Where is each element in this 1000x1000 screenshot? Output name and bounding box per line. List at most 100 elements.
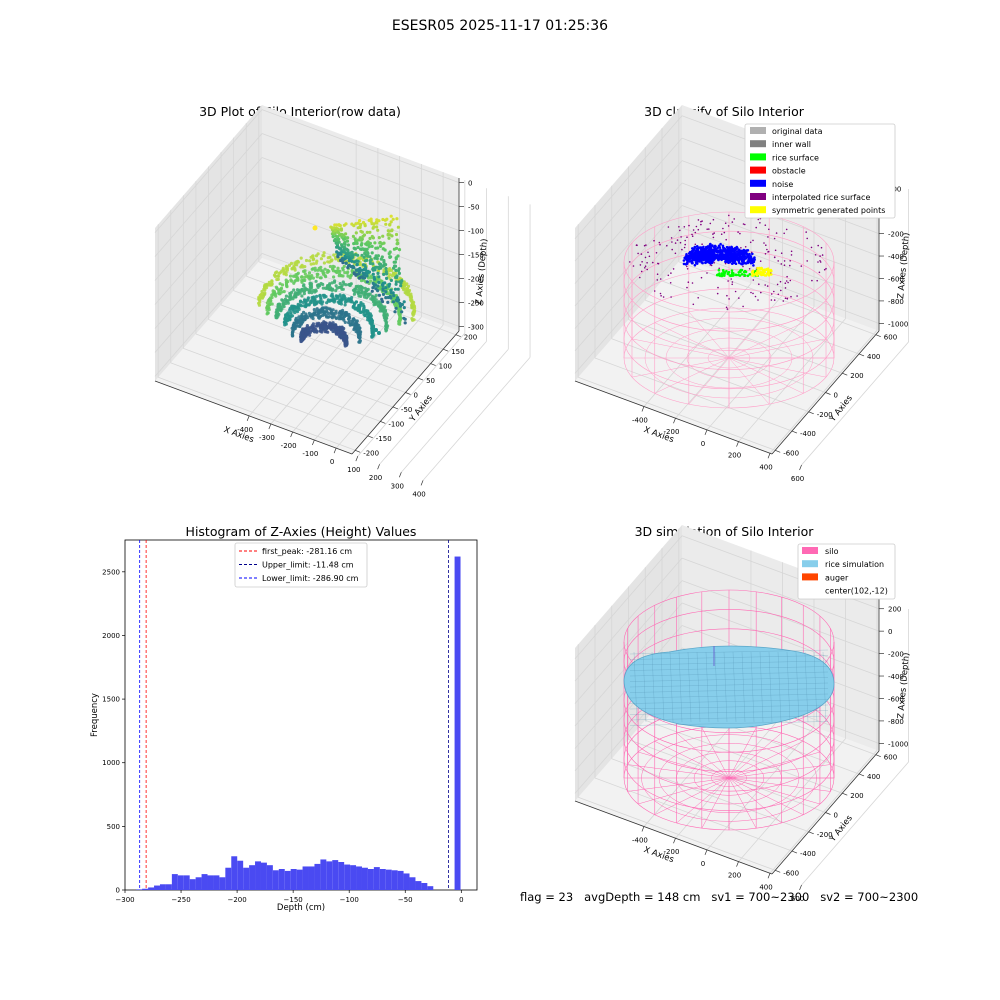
histogram-bar <box>379 869 386 890</box>
data-point <box>335 241 340 245</box>
data-point <box>365 230 369 234</box>
x-tick-label: 200 <box>728 452 741 460</box>
y-tick-label: -200 <box>817 831 833 839</box>
interpolated-point <box>679 229 681 232</box>
interpolated-point <box>789 260 791 262</box>
data-point <box>323 274 327 278</box>
interpolated-point <box>774 249 777 252</box>
histogram-bar <box>237 860 244 890</box>
interpolated-point <box>645 244 647 246</box>
data-point <box>263 292 267 296</box>
data-point <box>396 225 400 229</box>
noise-point <box>746 254 750 258</box>
grid-line <box>154 133 263 257</box>
data-point <box>385 272 389 276</box>
data-point <box>342 223 346 227</box>
interpolated-point <box>694 231 697 234</box>
data-point <box>394 282 398 286</box>
data-point <box>358 236 362 240</box>
z-tick-label: -50 <box>468 204 479 212</box>
x-tick-label: −150 <box>284 896 303 904</box>
data-point <box>311 276 315 280</box>
data-point <box>382 312 386 316</box>
data-point <box>337 311 341 315</box>
data-point <box>377 219 381 223</box>
data-point <box>381 234 385 238</box>
data-point <box>400 302 404 307</box>
x-tick-label: −250 <box>171 896 190 904</box>
y-tick <box>858 353 865 357</box>
silo-wireframe-ring <box>623 230 835 332</box>
rice-mesh-line <box>629 710 829 715</box>
data-point <box>357 276 361 280</box>
rice-surface-point <box>725 269 728 273</box>
noise-point <box>741 262 744 266</box>
data-point <box>295 321 299 325</box>
x-tick <box>673 418 676 424</box>
legend-swatch <box>802 547 818 554</box>
interpolated-point <box>657 262 660 265</box>
data-point <box>399 284 403 288</box>
data-point <box>334 309 338 313</box>
data-point <box>303 315 307 319</box>
figure-title: ESESR05 2025-11-17 01:25:36 <box>391 18 609 34</box>
interpolated-point <box>734 290 737 293</box>
noise-point <box>694 255 697 258</box>
noise-point <box>687 255 691 258</box>
histogram-bar <box>165 884 172 890</box>
data-point <box>388 223 392 227</box>
interpolated-point <box>697 219 700 221</box>
interpolated-point <box>674 252 677 255</box>
noise-point <box>701 261 704 265</box>
data-point <box>394 268 398 272</box>
rice-mesh-line <box>759 651 764 723</box>
data-point <box>364 249 368 253</box>
data-point <box>397 248 402 252</box>
y-tick <box>825 392 831 395</box>
data-point <box>300 280 304 284</box>
data-point <box>363 259 367 263</box>
x-tick-label: 300 <box>391 482 404 490</box>
data-point <box>284 271 288 275</box>
data-point <box>324 306 328 310</box>
noise-point <box>749 261 753 265</box>
data-point <box>308 285 312 289</box>
y-tick <box>417 377 424 381</box>
x-tick <box>641 826 645 832</box>
data-point <box>290 267 294 271</box>
data-point <box>260 289 264 294</box>
data-point <box>380 300 385 304</box>
x-tick-label: 200 <box>728 872 741 880</box>
data-point <box>341 261 345 265</box>
data-point <box>319 265 323 269</box>
data-point <box>370 329 374 333</box>
interpolated-point <box>730 278 732 280</box>
noise-point <box>715 255 718 259</box>
x-tick-label: -200 <box>664 848 680 856</box>
symmetric-point <box>753 273 756 276</box>
histogram-bar <box>367 869 374 890</box>
data-point <box>316 312 320 316</box>
interpolated-point <box>632 265 635 267</box>
grid-line <box>261 181 460 255</box>
data-point <box>350 296 354 300</box>
x-tick <box>799 884 802 891</box>
noise-point <box>719 250 723 254</box>
y-tick <box>791 850 798 854</box>
data-point <box>292 321 296 325</box>
legend-label: interpolated rice surface <box>772 193 870 202</box>
interpolated-point <box>647 251 649 254</box>
data-point <box>347 312 351 317</box>
data-point <box>300 338 304 342</box>
interpolated-point <box>659 278 662 280</box>
data-point <box>354 306 358 310</box>
data-point <box>328 282 332 286</box>
y-tick-label: 0 <box>116 887 120 895</box>
histogram-bar <box>189 879 196 890</box>
interpolated-point <box>805 231 807 233</box>
interpolated-point <box>666 244 668 247</box>
rice-mesh-line <box>633 651 638 723</box>
data-point <box>354 273 358 277</box>
y-tick <box>775 869 781 873</box>
data-point <box>359 247 363 251</box>
